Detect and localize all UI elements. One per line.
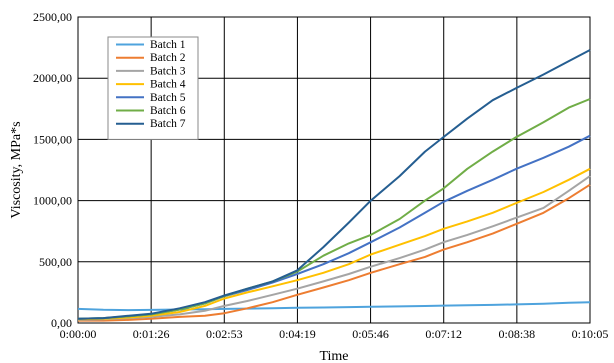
y-axis-ticks: 0,00 500,00 1000,00 1500,00 2000,00 2500,00: [33, 10, 72, 330]
legend-label: Batch 3: [150, 65, 186, 77]
y-tick-label: 0,00: [51, 316, 72, 330]
x-tick-label: 0:01:26: [133, 327, 170, 341]
x-tick-label: 0:07:12: [425, 327, 462, 341]
series-line-batch-5: [77, 134, 591, 320]
y-axis-title: Viscosity, MPa*s: [9, 121, 24, 218]
legend-label: Batch 4: [150, 79, 186, 91]
series-line-batch-2: [78, 183, 591, 322]
y-tick-label: 500,00: [39, 255, 72, 269]
y-tick-label: 2500,00: [33, 10, 72, 24]
legend-label: Batch 1: [150, 39, 186, 51]
y-tick-label: 1000,00: [33, 194, 72, 208]
series-line-batch-4: [77, 167, 591, 321]
x-tick-label: 0:02:53: [206, 327, 243, 341]
series-line-batch-1: [77, 301, 591, 312]
x-axis-ticks: 0:00:00 0:01:26 0:02:53 0:04:19 0:05:46 0:07:…: [60, 327, 609, 341]
legend-label: Batch 2: [150, 52, 186, 64]
x-tick-label: 0:10:05: [572, 327, 609, 341]
y-tick-label: 2000,00: [33, 71, 72, 85]
legend-box: [107, 36, 199, 140]
legend-label: Batch 5: [150, 92, 186, 104]
x-axis-title: Time: [319, 349, 348, 363]
plot-frame: [77, 16, 591, 324]
series-lines: [77, 49, 591, 322]
y-tick-label: 1500,00: [33, 132, 72, 146]
x-tick-label: 0:08:38: [499, 327, 536, 341]
plot-area-border: [77, 16, 591, 324]
series-line-batch-7: [77, 49, 591, 320]
legend-label: Batch 6: [150, 105, 186, 117]
legend-label: Batch 7: [150, 118, 186, 130]
x-tick-label: 0:04:19: [279, 327, 316, 341]
x-tick-label: 0:00:00: [60, 327, 97, 341]
x-tick-label: 0:05:46: [352, 327, 389, 341]
series-line-batch-3: [77, 175, 591, 321]
